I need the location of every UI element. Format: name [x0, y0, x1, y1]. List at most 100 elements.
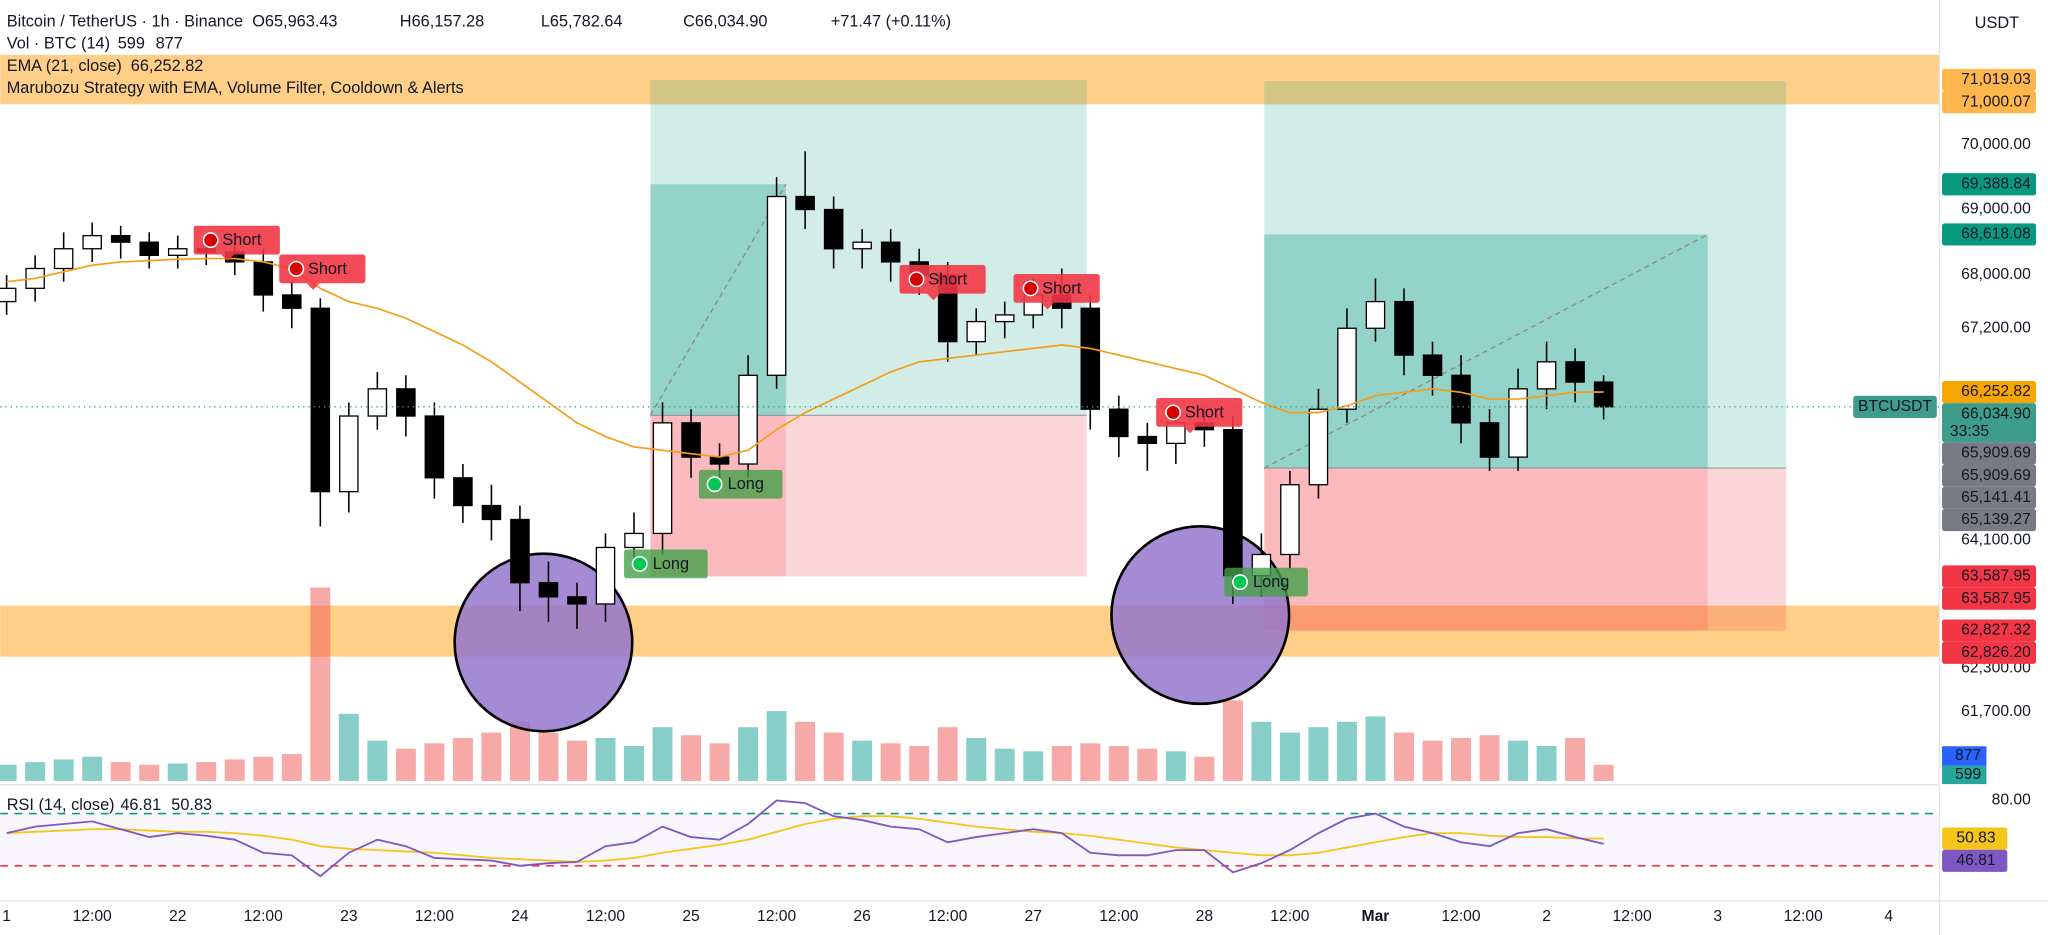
- signal-label: Long: [1253, 573, 1289, 591]
- candle-body: [567, 596, 587, 605]
- volume-bar: [795, 721, 816, 781]
- price-tag: [1942, 91, 2037, 114]
- y-tick-label: 67,200.00: [1961, 319, 2031, 336]
- price-tag-label: 66,252.82: [1961, 383, 2031, 400]
- x-tick-label: 12:00: [415, 908, 454, 925]
- volume-ma-value: 877: [156, 35, 183, 53]
- x-tick-label: 24: [511, 908, 529, 925]
- candle-body: [1536, 361, 1557, 390]
- volume-bar: [395, 748, 416, 781]
- ohlc-high: H66,157.28: [400, 13, 484, 31]
- highlight-circle: [453, 552, 634, 733]
- rsi-tag: [1942, 849, 2008, 872]
- volume-bar: [1336, 721, 1357, 781]
- volume-bar: [1194, 756, 1215, 781]
- volume-bar: [937, 727, 958, 781]
- volume-bar: [110, 762, 131, 781]
- volume-bar: [509, 721, 530, 781]
- price-tag: [1942, 380, 2037, 404]
- candle-body: [139, 241, 159, 256]
- x-tick-label: 4: [1884, 908, 1893, 925]
- strategy-legend: Marubozu Strategy with EMA, Volume Filte…: [7, 79, 464, 97]
- volume-bar: [1165, 751, 1186, 781]
- loss-zone: [1264, 468, 1787, 631]
- signal-box: [899, 264, 986, 294]
- price-tag: [1942, 486, 2037, 509]
- signal-box: [698, 469, 783, 499]
- volume-bar: [538, 732, 559, 781]
- volume-bar: [338, 713, 359, 781]
- volume-bar: [53, 759, 74, 781]
- signal-tip: [926, 293, 940, 301]
- volume-bar: [681, 735, 702, 781]
- volume-bar: [1279, 732, 1300, 781]
- volume-bar: [880, 743, 901, 781]
- candle-body: [1280, 484, 1300, 556]
- candle-body: [167, 248, 188, 256]
- price-tag-label: 71,000.07: [1961, 93, 2031, 110]
- price-tag-label: 62,826.20: [1961, 644, 2031, 661]
- candle-body: [110, 234, 131, 243]
- x-tick-label: 26: [853, 908, 871, 925]
- signal-tip: [1183, 426, 1197, 434]
- volume-value: 599: [118, 35, 145, 53]
- volume-bar: [1422, 740, 1443, 781]
- rsi-line: [6, 799, 1604, 878]
- volume-bar: [1251, 721, 1272, 781]
- volume-bar: [738, 727, 759, 781]
- signal-label: Long: [653, 555, 689, 573]
- volume-bar: [909, 745, 930, 781]
- price-tag-label: 63,587.95: [1961, 568, 2031, 585]
- volume-bar: [253, 756, 274, 781]
- rsi-ma-line: [6, 815, 1604, 863]
- candle-body: [82, 234, 102, 250]
- price-tag-label: 62,827.32: [1961, 622, 2031, 639]
- ohlc-open: O65,963.43: [252, 13, 337, 31]
- symbol-title: Bitcoin / TetherUS · 1h · Binance: [7, 13, 243, 31]
- price-tag-label: 63,587.95: [1961, 590, 2031, 607]
- price-tag-label: 65,909.69: [1961, 467, 2031, 484]
- signal-box: [624, 549, 708, 579]
- price-tag: [1942, 403, 2037, 443]
- rsi-tick-label: 80.00: [1992, 792, 2031, 809]
- rsi-tag: [1942, 827, 2008, 850]
- volume-bar: [709, 743, 730, 781]
- volume-bar: [1536, 745, 1557, 781]
- candle-body: [795, 195, 815, 211]
- highlight-circle: [1110, 524, 1291, 706]
- candle-body: [681, 422, 701, 458]
- price-tag: [1942, 223, 2037, 246]
- loss-reached: [1264, 468, 1708, 631]
- y-tick-label: 68,000.00: [1961, 266, 2031, 283]
- candle-body: [396, 388, 416, 417]
- volume-bar: [1023, 751, 1044, 781]
- x-tick-label: 25: [682, 908, 700, 925]
- x-tick-label: 2: [1542, 908, 1551, 925]
- symbol-tag-label: BTCUSDT: [1858, 398, 1932, 415]
- volume-bar: [595, 737, 616, 781]
- signal-short: Short: [279, 254, 366, 290]
- x-tick-label: 22: [169, 908, 186, 925]
- x-tick-label: 12:00: [1270, 908, 1309, 925]
- candle-body: [310, 307, 331, 493]
- currency: USDT: [1975, 14, 2019, 32]
- candle-body: [823, 208, 844, 250]
- rsi-value: 46.81: [120, 796, 161, 814]
- signal-box: [279, 254, 366, 284]
- signal-box: [193, 225, 280, 255]
- candle-body: [481, 504, 502, 521]
- signal-short: Short: [899, 264, 986, 301]
- volume-bar: [1080, 743, 1101, 781]
- volume-bar: [852, 740, 873, 781]
- volume-bar: [139, 764, 160, 781]
- candle-body: [1451, 374, 1471, 424]
- candle-body: [453, 477, 473, 507]
- volume-bar: [1108, 745, 1129, 781]
- volume-bar: [310, 587, 331, 781]
- volume-bar: [367, 740, 388, 781]
- signal-label: Short: [308, 260, 347, 278]
- candle-body: [994, 314, 1015, 323]
- volume-bar: [25, 762, 46, 781]
- volume-ma-tag: [1942, 746, 1987, 766]
